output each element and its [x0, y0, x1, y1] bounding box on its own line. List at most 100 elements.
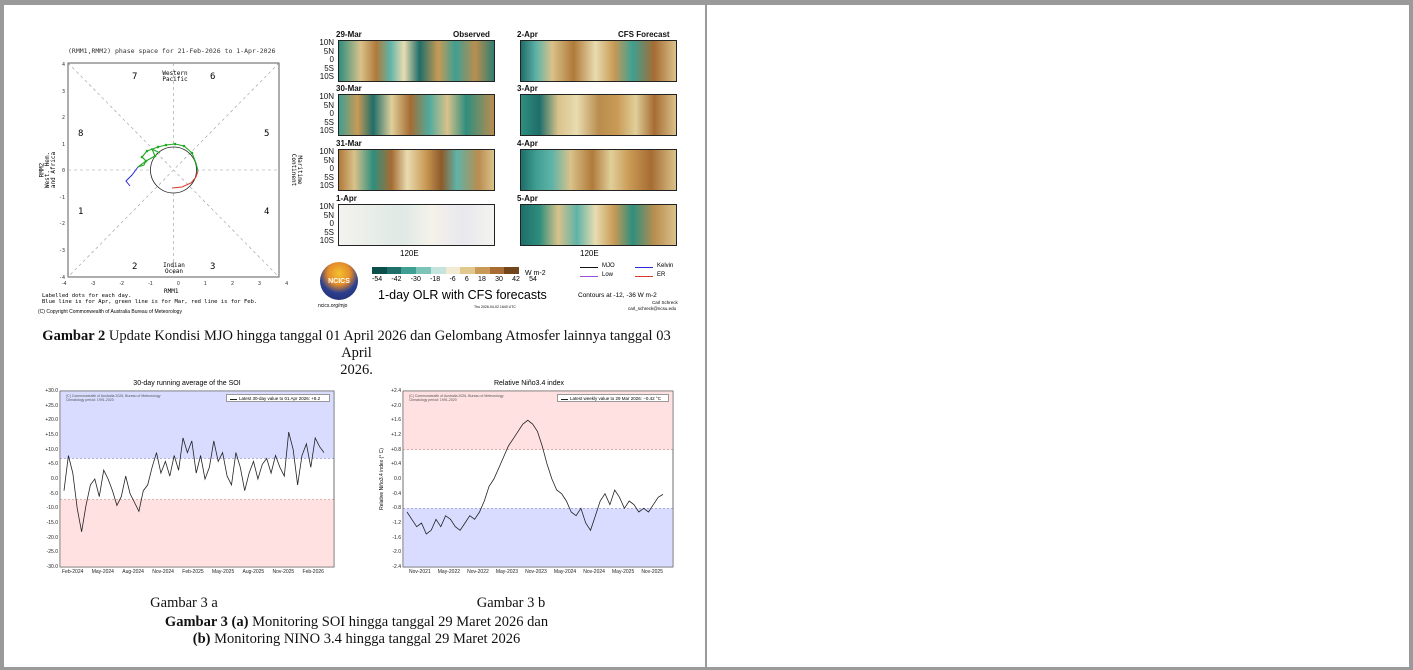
- soi-y-tick: -30.0: [46, 563, 58, 570]
- soi-y-tick: +10.0: [45, 446, 58, 453]
- soi-y-tick: -15.0: [46, 519, 58, 526]
- mjo-x-tick: 3: [258, 281, 261, 287]
- mjo-region-top: Western Pacific: [162, 70, 188, 83]
- legend-label: Kelvin: [657, 263, 674, 269]
- olr-map-obs-1: [338, 40, 495, 82]
- olr-map-obs-4: [338, 204, 495, 246]
- legend-label: ER: [657, 272, 666, 278]
- olr-lat-labels-row4: 10N 5N 0 5S 10S: [312, 202, 334, 246]
- mjo-phase-1: 1: [78, 207, 84, 217]
- mjo-phase-diagram: (RMM1,RMM2) phase space for 21-Feb-2026 …: [34, 43, 303, 318]
- lat-label: 10N: [319, 92, 334, 101]
- mjo-phase-2: 2: [132, 262, 138, 272]
- nino-legend-label: Latest weekly value to 29 Mar 2026: −0.4…: [570, 396, 661, 401]
- mjo-footnote-1: Labelled dots for each day.: [42, 293, 132, 299]
- caption-gambar-3-b: (b): [192, 631, 211, 647]
- soi-y-tick: -20.0: [46, 534, 58, 541]
- nino-y-tick: -0.4: [392, 490, 401, 497]
- soi-series-line: [63, 432, 325, 532]
- nino-copyright: (C) Commonwealth of Australia 2026, Bure…: [409, 394, 504, 398]
- svg-text:3: 3: [62, 89, 65, 95]
- soi-y-tick: 0.0: [51, 475, 58, 482]
- nino-y-tick: -2.4: [392, 563, 401, 570]
- soi-legend: Latest 30-day value to 01 Apr 2026: +8.2: [226, 394, 330, 402]
- caption-gambar-3-a: (a): [231, 614, 249, 630]
- olr-lon-label-right: 120E: [580, 249, 599, 258]
- nino-x-tick: Nov-2024: [583, 569, 605, 575]
- legend-label: MJO: [602, 263, 615, 269]
- mjo-x-tick: 0: [176, 281, 180, 287]
- olr-main-title: 1-day OLR with CFS forecasts: [378, 288, 547, 302]
- soi-x-tick: Feb-2024: [62, 569, 84, 575]
- olr-email: carl_schreck@ncsu.edu: [628, 306, 677, 311]
- lat-label: 0: [329, 164, 334, 174]
- olr-map-fc-4: [520, 204, 677, 246]
- olr-author: Carl Schreck: [652, 300, 678, 305]
- nino-y-tick: -1.2: [392, 519, 401, 526]
- soi-y-tick: +25.0: [45, 402, 58, 409]
- nino-x-tick: May-2023: [495, 569, 519, 575]
- soi-y-ticks: +30.0 +25.0 +20.0 +15.0 +10.0 +5.0 0.0 -…: [36, 388, 58, 570]
- legend-label: Low: [602, 272, 614, 278]
- mjo-region-left: West. Hem. and Africa: [44, 151, 57, 189]
- olr-colorbar: [372, 267, 520, 274]
- lat-label: 10S: [319, 126, 334, 136]
- svg-text:4: 4: [62, 62, 65, 68]
- soi-x-tick: Nov-2024: [152, 569, 174, 575]
- olr-fc-date-2: 3-Apr: [517, 84, 538, 93]
- nino-y-tick: +0.8: [391, 446, 401, 453]
- lat-label: 5S: [324, 63, 334, 73]
- lat-label: 5S: [324, 227, 334, 237]
- soi-period: Climatology period: 1991-2020: [66, 398, 114, 402]
- colorbar-tick: -6: [449, 276, 456, 283]
- soi-y-tick: +30.0: [45, 388, 58, 394]
- fig-3a-label: Gambar 3 a: [150, 595, 218, 611]
- olr-lat-labels-row1: 10N 5N 0 5S 10S: [312, 38, 334, 82]
- soi-legend-label: Latest 30-day value to 01 Apr 2026: +8.2: [239, 396, 321, 401]
- soi-x-tick: Feb-2026: [302, 569, 324, 575]
- lat-label: 5N: [323, 155, 334, 165]
- mjo-x-ticks: -4 -3 -2 -1 0 1 2 3 4: [62, 281, 288, 287]
- colorbar-tick: 6: [464, 276, 469, 283]
- mjo-x-tick: 4: [285, 281, 288, 287]
- mjo-x-tick: -2: [119, 281, 124, 287]
- soi-x-tick: Aug-2024: [122, 569, 144, 575]
- nino-y-tick: +1.2: [391, 431, 401, 438]
- lat-label: 5N: [323, 100, 334, 110]
- nino-x-ticks: Nov-2021 May-2022 Nov-2022 May-2023 Nov-…: [409, 569, 663, 575]
- caption-gambar-3-text-1: Monitoring SOI hingga tanggal 29 Maret 2…: [248, 614, 549, 630]
- soi-y-tick: -10.0: [46, 505, 58, 512]
- svg-text:-2: -2: [59, 221, 65, 227]
- mjo-copyright: (C) Copyright Commonwealth of Australia …: [38, 309, 182, 315]
- olr-obs-date-2: 30-Mar: [336, 84, 362, 93]
- mjo-phase-5: 5: [264, 129, 270, 139]
- soi-x-ticks: Feb-2024 May-2024 Aug-2024 Nov-2024 Feb-…: [62, 569, 324, 575]
- nino-y-tick: -1.6: [392, 534, 401, 541]
- caption-gambar-3: Gambar 3 (a) Monitoring SOI hingga tangg…: [34, 614, 679, 648]
- soi-x-tick: Aug-2025: [242, 569, 265, 575]
- olr-fc-date-4: 5-Apr: [517, 194, 538, 203]
- soi-y-tick: +5.0: [48, 461, 58, 468]
- soi-y-tick: -5.0: [49, 490, 58, 497]
- olr-observed-label: Observed: [453, 30, 490, 39]
- lat-label: 0: [329, 219, 334, 229]
- nino-y-tick: +2.4: [391, 388, 401, 394]
- olr-website: ncics.org/mjo: [318, 303, 348, 309]
- olr-map-fc-1: [520, 40, 677, 82]
- lat-label: 10N: [319, 202, 334, 211]
- nino-y-tick: -2.0: [392, 549, 401, 556]
- caption-gambar-2-line-1: Gambar 2 Update Kondisi MJO hingga tangg…: [34, 328, 679, 362]
- soi-plot: [59, 390, 335, 568]
- mjo-ylabel: RMM2: [38, 162, 46, 178]
- olr-map-obs-3: [338, 149, 495, 191]
- nino-x-tick: May-2022: [437, 569, 460, 575]
- soi-y-tick: -25.0: [46, 549, 58, 556]
- lat-label: 10S: [319, 236, 334, 246]
- olr-forecast-label: CFS Forecast: [618, 30, 670, 39]
- document-page-left: (RMM1,RMM2) phase space for 21-Feb-2026 …: [4, 5, 705, 667]
- svg-text:1: 1: [62, 142, 65, 148]
- soi-x-tick: May-2025: [211, 569, 235, 575]
- soi-x-tick: Nov-2025: [272, 569, 295, 575]
- olr-small-date: Thu 2026-04-02 1640 UTC: [474, 305, 516, 309]
- colorbar-tick: 30: [495, 276, 503, 283]
